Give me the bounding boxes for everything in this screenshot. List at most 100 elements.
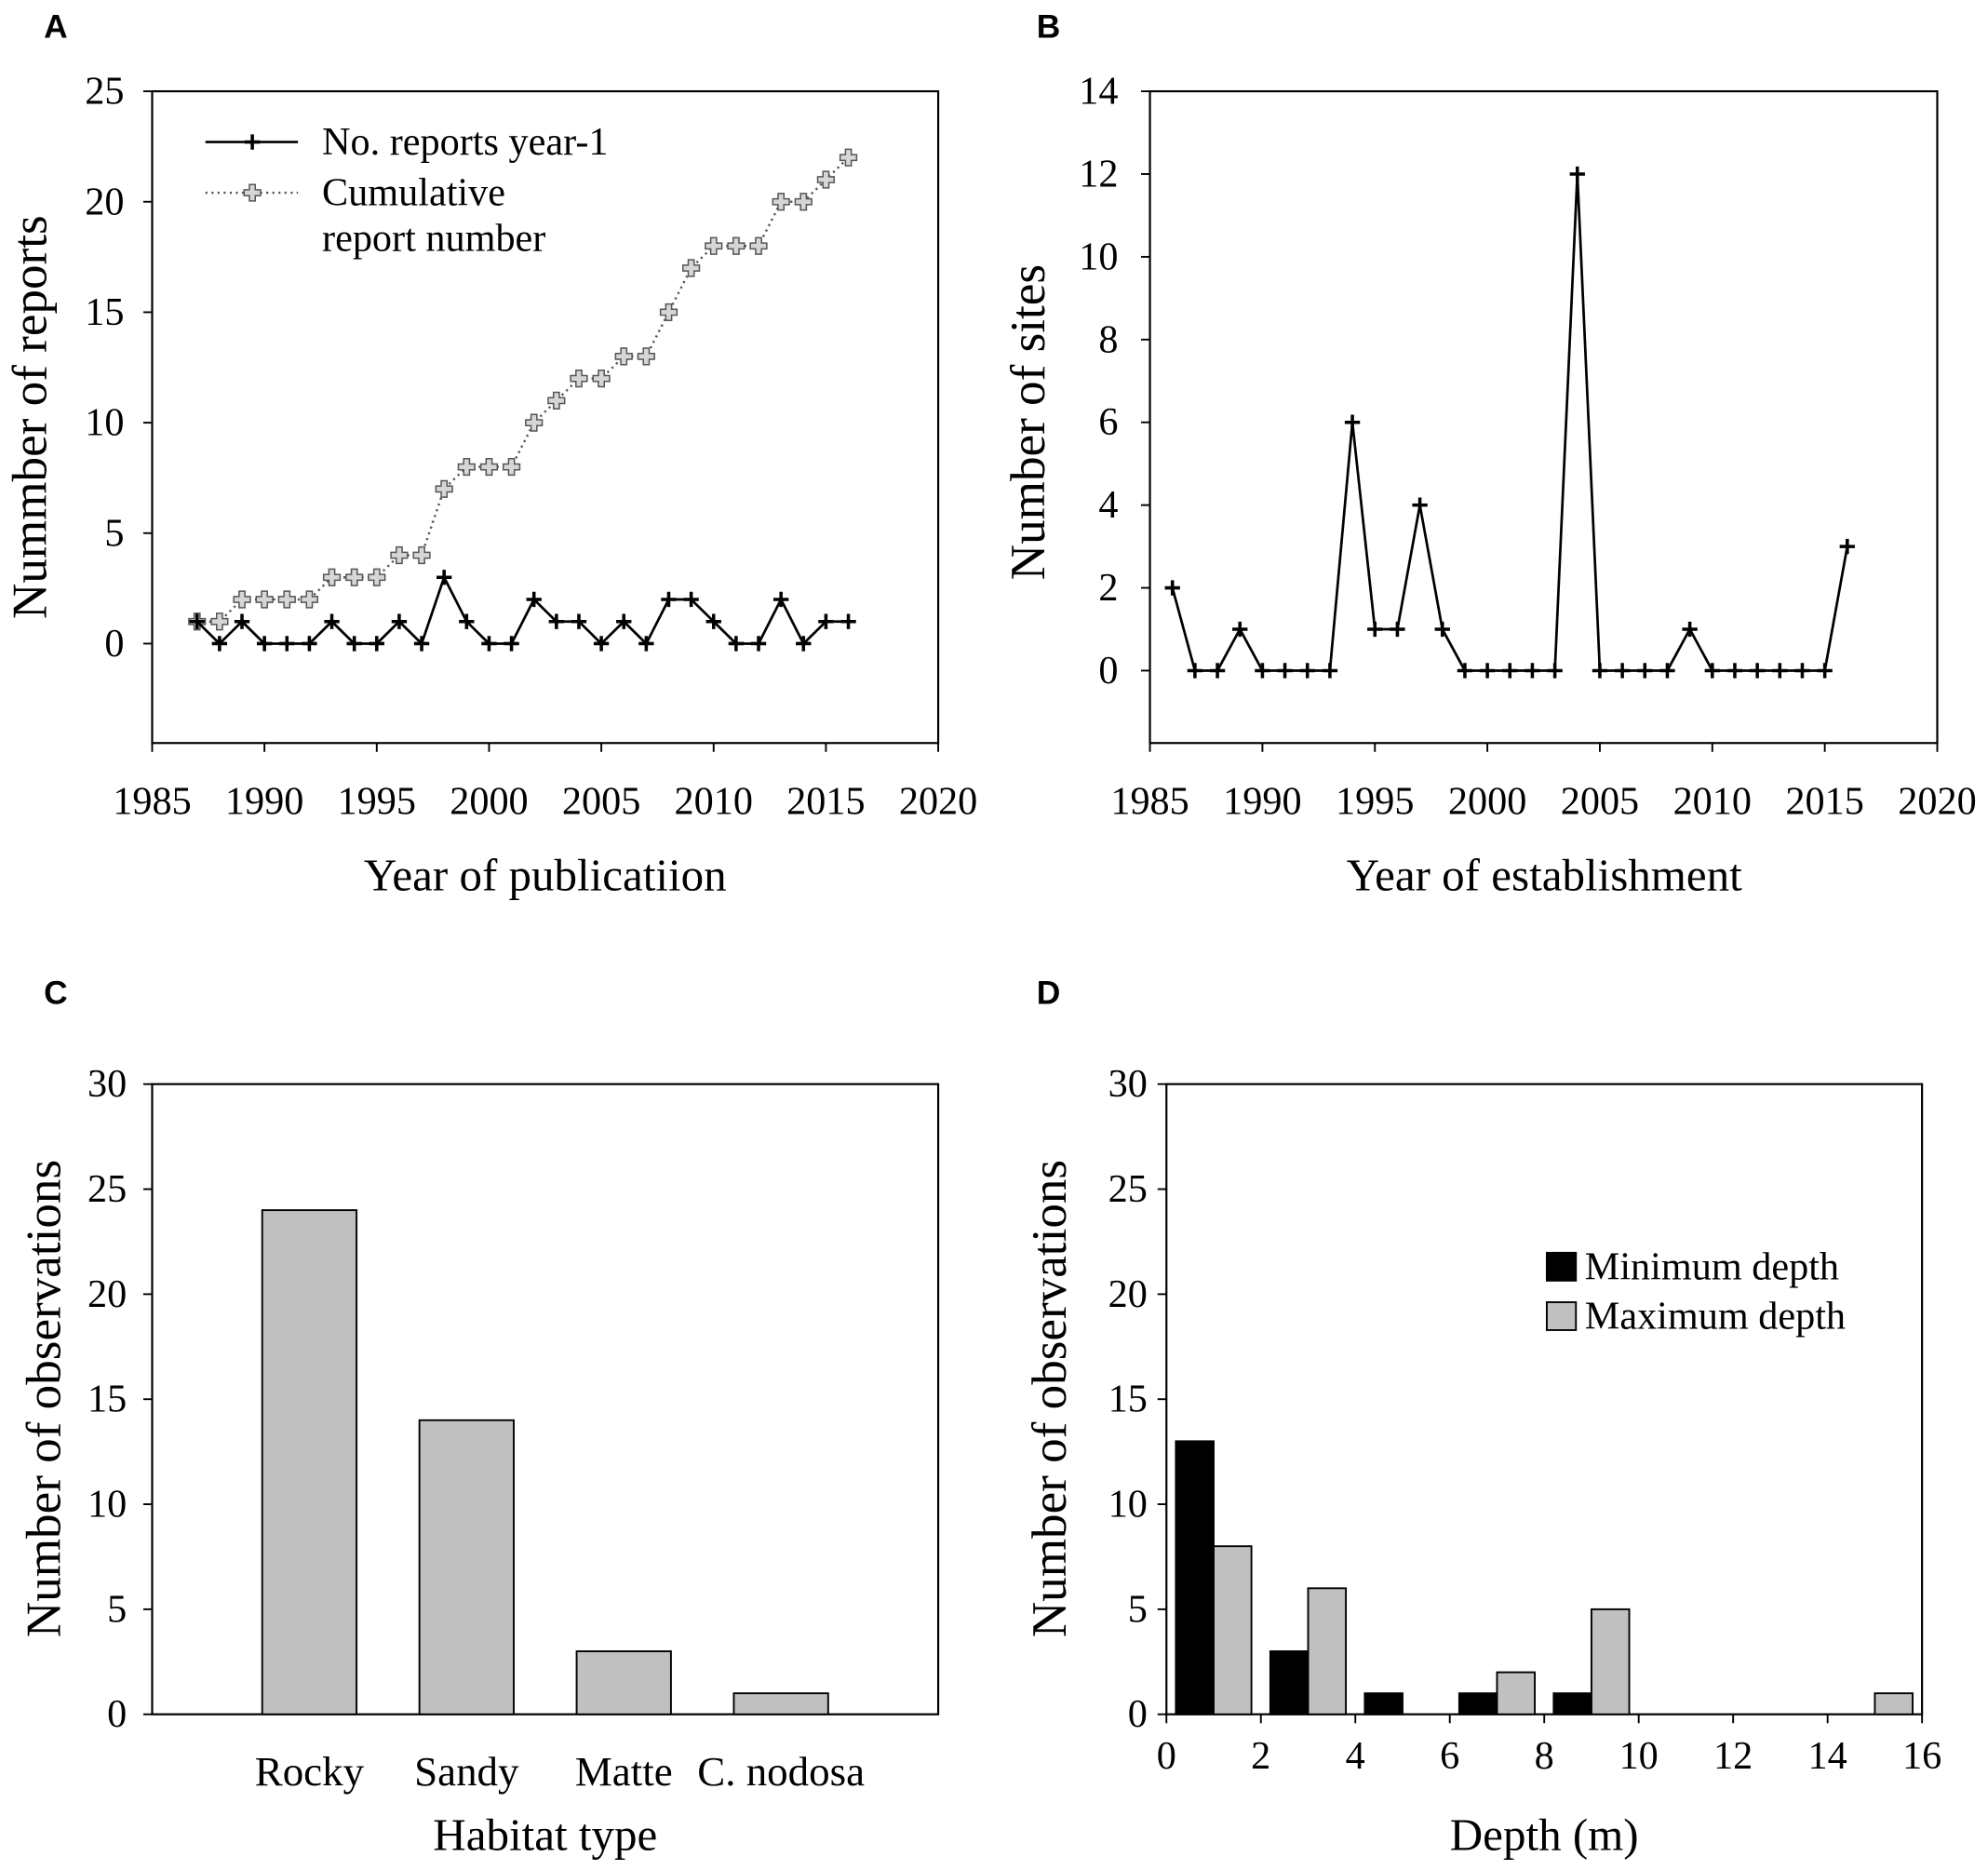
data-point-0-2007	[1637, 663, 1653, 679]
data-point-0-2008	[661, 591, 677, 608]
data-point-0-1988	[211, 636, 228, 652]
data-point-1-1989	[233, 590, 251, 609]
data-point-0-2003	[1547, 663, 1563, 679]
data-point-0-2006	[1614, 663, 1631, 679]
x-tick-label: 2	[1251, 1734, 1270, 1778]
data-point-0-1990	[1255, 663, 1270, 679]
y-tick-label: 25	[1108, 1167, 1148, 1211]
data-point-0-1995	[1367, 621, 1383, 638]
bar-maximum-depth-15	[1874, 1692, 1914, 1715]
data-point-0-2012	[1749, 663, 1766, 679]
y-axis-title-d: Number of observations	[1023, 1160, 1077, 1637]
data-point-1-1988	[210, 612, 229, 631]
x-tick-label: 14	[1808, 1734, 1847, 1778]
bar-c-nodosa	[732, 1692, 829, 1715]
bar-minimum-depth-5	[1363, 1692, 1404, 1715]
data-point-1-2003	[547, 391, 566, 410]
data-point-0-1999	[459, 613, 475, 629]
y-tick-label: 20	[85, 180, 124, 223]
data-point-0-2003	[548, 613, 565, 629]
panel-d: D 0 5 10 15 20 25 30 0 2 4 6 8 10 12 14 16 Depth (m) Nu…	[1023, 975, 1941, 1861]
y-tick-label: 25	[87, 1167, 127, 1211]
x-tick-label: 2000	[450, 779, 528, 823]
data-point-0-1987	[1187, 663, 1203, 679]
data-point-0-2002	[1525, 663, 1540, 679]
data-point-0-2000	[481, 636, 497, 652]
y-tick-label: 0	[104, 622, 124, 666]
data-point-0-1996	[391, 613, 408, 629]
data-point-0-1989	[1232, 621, 1248, 638]
legend-a: No. reports year-1 Cumulative report num…	[205, 120, 608, 261]
y-tick-label: 0	[1098, 649, 1118, 693]
data-point-0-1997	[413, 636, 430, 652]
data-point-0-2001	[504, 636, 519, 652]
panel-label-b: B	[1037, 8, 1061, 46]
data-point-1-2005	[592, 370, 611, 388]
data-point-0-2016	[840, 613, 856, 629]
data-point-1-2016	[839, 148, 858, 167]
y-tick-label: 4	[1098, 483, 1118, 527]
x-tick-label: 1990	[225, 779, 303, 823]
y-tick-label: 0	[1128, 1692, 1148, 1736]
data-point-0-2008	[1659, 663, 1675, 679]
data-point-1-2013	[772, 193, 790, 211]
x-axis-title-d: Depth (m)	[1450, 1809, 1639, 1861]
y-tick-label: 10	[87, 1483, 127, 1527]
x-tick-label: 2020	[1898, 779, 1976, 823]
plot-frame-b	[1148, 89, 1939, 745]
x-axis-title-b: Year of establishment	[1347, 849, 1743, 900]
plot-area-c: 0 5 10 15 20 25 30 Rocky Sandy Matte C. nodosa	[87, 1062, 865, 1795]
data-point-0-1994	[346, 636, 362, 652]
data-point-0-2012	[750, 636, 767, 652]
category-label: Rocky	[255, 1748, 365, 1795]
plot-frame-a	[151, 89, 940, 745]
x-tick-label: 2010	[1673, 779, 1752, 823]
data-point-0-1998	[1434, 621, 1450, 638]
data-point-0-2016	[1839, 538, 1855, 555]
y-axis-title-a: Nummber of reports	[4, 215, 58, 619]
data-point-1-2001	[502, 457, 521, 477]
data-point-1-2015	[816, 170, 836, 189]
bar-maximum-depth-3	[1307, 1587, 1348, 1715]
panel-a: A 0 5 10 15 20 25 1985 1990 1995 2000 2005 2010 2015…	[4, 8, 978, 901]
legend-d: Minimum depth Maximum depth	[1545, 1244, 1846, 1338]
x-tick-label: 1995	[1336, 779, 1414, 823]
y-tick-label: 6	[1098, 400, 1118, 444]
data-point-0-1994	[1344, 414, 1361, 430]
data-point-0-1992	[1299, 663, 1315, 679]
data-point-0-1997	[1412, 497, 1428, 513]
data-point-1-2007	[637, 347, 655, 366]
bar-rocky	[261, 1209, 358, 1715]
data-point-0-2002	[526, 591, 542, 608]
bar-sandy	[418, 1419, 515, 1715]
data-point-0-2010	[1704, 663, 1720, 679]
category-label: Sandy	[414, 1748, 519, 1795]
data-point-0-2004	[1569, 166, 1585, 182]
legend-label-cumulative-line1: Cumulative	[322, 171, 505, 215]
y-tick-label: 10	[1108, 1483, 1148, 1527]
y-tick-label: 15	[87, 1378, 127, 1421]
bar-maximum-depth-7	[1496, 1671, 1537, 1715]
y-tick-label: 5	[107, 1587, 127, 1631]
bar-minimum-depth-7	[1457, 1692, 1498, 1715]
data-point-0-1999	[1457, 663, 1473, 679]
x-tick-label: 6	[1440, 1734, 1459, 1778]
data-point-0-2001	[1502, 663, 1518, 679]
data-point-0-1987	[189, 613, 205, 629]
x-tick-label: 2000	[1448, 779, 1526, 823]
panel-c: C 0 5 10 15 20 25 30 Rocky Sandy Matte C. nodosa H…	[18, 975, 940, 1861]
y-tick-label: 15	[85, 290, 124, 334]
y-tick-label: 0	[107, 1692, 127, 1736]
data-point-0-2005	[1592, 663, 1608, 679]
y-axis-title-c: Number of observations	[18, 1160, 72, 1637]
y-tick-label: 20	[87, 1272, 127, 1316]
legend-swatch-minimum-depth	[1545, 1251, 1578, 1282]
x-tick-label: 2010	[675, 779, 753, 823]
y-tick-label: 10	[1079, 235, 1118, 278]
data-point-1-1994	[345, 568, 364, 586]
panel-label-c: C	[44, 975, 68, 1012]
data-point-0-2013	[1772, 663, 1788, 679]
x-tick-label: 2015	[786, 779, 865, 823]
x-tick-label: 16	[1902, 1734, 1941, 1778]
y-tick-label: 5	[104, 511, 124, 555]
